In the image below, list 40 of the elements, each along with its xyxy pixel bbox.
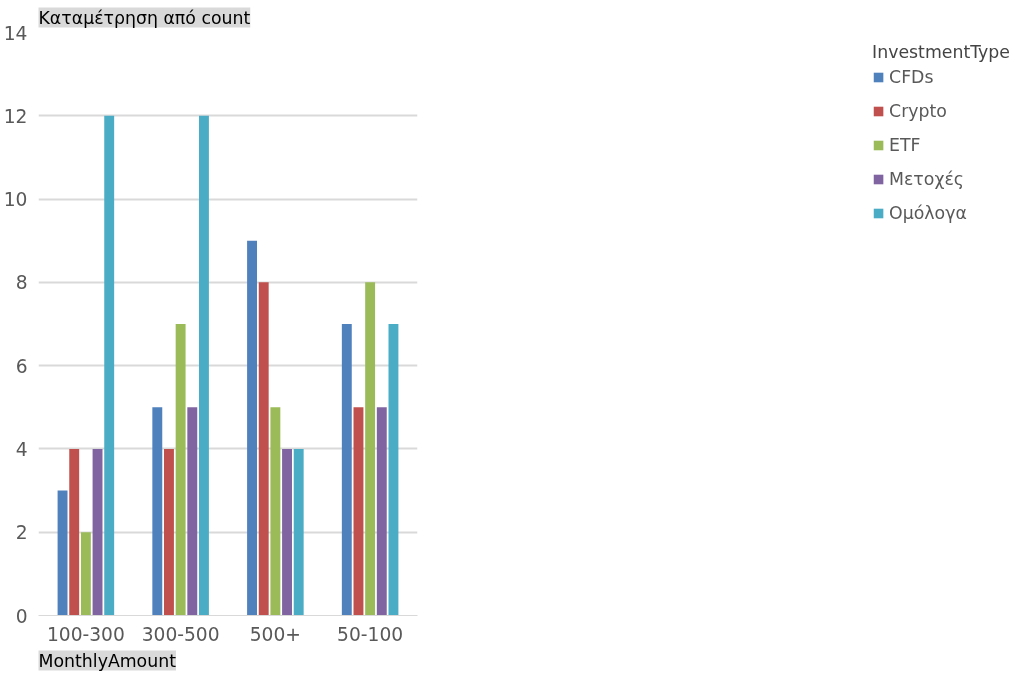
bar — [341, 324, 352, 616]
bar — [175, 324, 186, 616]
bar — [365, 282, 376, 616]
y-axis-title: Καταμέτρηση από count — [38, 7, 251, 28]
bar — [282, 448, 292, 616]
y-tick-label: 0 — [15, 605, 28, 627]
bar — [57, 490, 68, 616]
y-tick-label: 2 — [15, 522, 28, 544]
bar — [187, 407, 198, 616]
bar — [104, 115, 115, 616]
legend-label: ETF — [889, 135, 921, 155]
y-tick-label: 12 — [3, 105, 28, 127]
bar — [164, 448, 174, 616]
x-tick-label: 500+ — [249, 623, 301, 645]
legend-title: InvestmentType — [872, 42, 1010, 62]
bar — [92, 448, 103, 616]
bar — [152, 407, 163, 616]
legend-label: Crypto — [889, 101, 947, 121]
bar — [247, 240, 258, 616]
bar — [353, 407, 364, 616]
x-tick-label: 100-300 — [46, 623, 125, 645]
bar — [258, 282, 269, 616]
legend-label: CFDs — [889, 67, 934, 87]
bar — [376, 407, 387, 616]
bar — [270, 407, 281, 616]
y-tick-label: 8 — [15, 272, 28, 294]
y-tick-label: 14 — [3, 22, 28, 44]
x-axis-title: MonthlyAmount — [38, 650, 177, 671]
y-tick-label: 6 — [15, 355, 28, 377]
bar — [80, 532, 91, 616]
bar — [293, 448, 304, 616]
legend-label: Ομόλογα — [889, 203, 967, 223]
x-tick-label: 300-500 — [141, 623, 220, 645]
y-tick-label: 4 — [15, 438, 28, 460]
x-tick-label: 50-100 — [337, 623, 404, 645]
bar — [69, 448, 80, 616]
bar — [198, 115, 209, 616]
y-tick-label: 10 — [3, 189, 28, 211]
bar — [388, 324, 399, 616]
legend-label: Μετοχές — [889, 169, 964, 189]
